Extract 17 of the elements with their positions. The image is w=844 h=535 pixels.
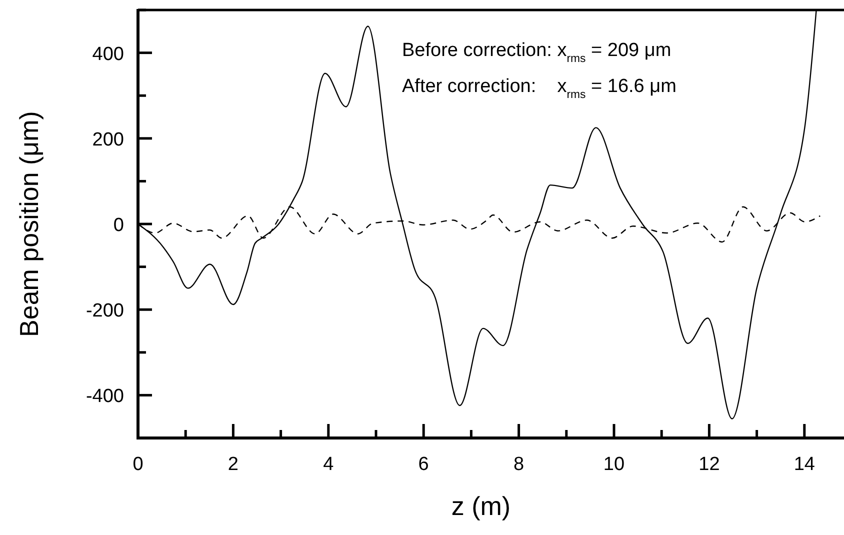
x-axis-title: z (m) [451, 491, 511, 521]
y-tick-label: -200 [86, 300, 124, 322]
x-tick-label: 10 [603, 454, 625, 475]
x-tick-label: 6 [418, 454, 429, 475]
x-tick-label: 0 [132, 454, 144, 475]
x-tick-label: 4 [323, 454, 334, 475]
y-tick-label: 200 [92, 129, 124, 150]
x-tick-label: 14 [794, 454, 816, 475]
x-tick-label: 8 [514, 454, 524, 475]
annotation: After correction: x$_{rms}$ = 16.6 μm [402, 76, 676, 101]
x-tick-label: 2 [228, 454, 238, 475]
x-tick-label: 12 [698, 454, 720, 475]
y-tick-label: 400 [92, 44, 124, 65]
y-tick-label: 0 [113, 215, 124, 236]
annotation: Before correction: x$_{rms}$ = 209 μm [402, 40, 672, 65]
y-tick-label: -400 [86, 386, 124, 408]
y-axis-title: Beam position (μm) [14, 111, 44, 337]
